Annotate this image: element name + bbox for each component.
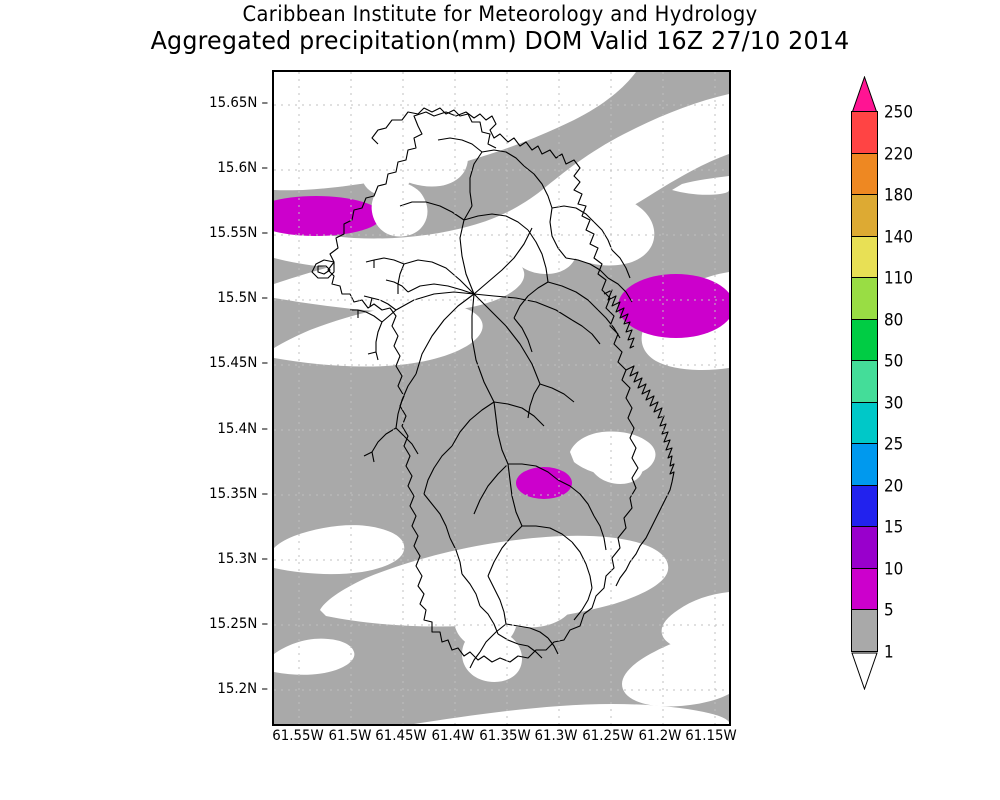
- precipitation-field-svg: [274, 72, 729, 724]
- map-plot-area: [272, 70, 731, 726]
- colorbar-label: 30: [884, 393, 904, 413]
- colorbar-label: 220: [884, 144, 913, 164]
- colorbar-top-arrow: [851, 75, 878, 114]
- y-tick-label: 15.5N –: [217, 290, 268, 307]
- colorbar-label: 50: [884, 351, 904, 371]
- colorbar[interactable]: [851, 111, 878, 652]
- x-tick-label: 61.45W: [375, 728, 427, 744]
- colorbar-segment-30_50: [851, 360, 878, 403]
- y-tick-label: 15.35N –: [208, 485, 268, 502]
- y-tick-label: 15.4N –: [217, 420, 268, 437]
- x-tick-label: 61.2W: [638, 728, 682, 744]
- x-tick-label: 61.4W: [431, 728, 475, 744]
- y-tick-label: 15.55N –: [208, 225, 268, 241]
- band-5-10mm: [274, 196, 729, 499]
- colorbar-label: 25: [884, 434, 904, 454]
- colorbar-segment-25_30: [851, 401, 878, 445]
- colorbar-segment-80_110: [851, 277, 878, 320]
- colorbar-bottom-arrow: [851, 652, 878, 691]
- colorbar-label: 5: [884, 600, 894, 620]
- y-tick-label: 15.65N –: [208, 94, 268, 111]
- precip-blob-east: [618, 274, 729, 338]
- colorbar-label: 180: [884, 185, 913, 205]
- colorbar-segment-1_5: [851, 609, 878, 652]
- colorbar-segment-10_15: [851, 526, 878, 569]
- colorbar-label: 140: [884, 227, 913, 247]
- island-outline-and-watersheds: [311, 107, 675, 669]
- colorbar-segment-180_220: [851, 152, 878, 196]
- precip-blob-west: [274, 196, 382, 236]
- colorbar-label: 250: [884, 102, 913, 122]
- page-title: Aggregated precipitation(mm) DOM Valid 1…: [150, 26, 850, 55]
- colorbar-segment-15_20: [851, 484, 878, 528]
- x-tick-label: 61.3W: [534, 728, 578, 744]
- figure-title-block: Caribbean Institute for Meteorology and …: [0, 2, 1000, 55]
- y-tick-label: 15.6N –: [217, 159, 268, 176]
- colorbar-segment-140_180: [851, 194, 878, 237]
- x-tick-label: 61.55W: [272, 728, 324, 744]
- colorbar-label: 15: [884, 517, 904, 537]
- colorbar-segment-110_140: [851, 235, 878, 279]
- colorbar-label: 1: [884, 642, 894, 662]
- x-tick-label: 61.35W: [478, 728, 531, 744]
- map-gridlines: [274, 72, 729, 724]
- y-tick-label: 15.3N –: [217, 551, 268, 567]
- y-tick-label: 15.2N –: [217, 681, 268, 698]
- institute-title: Caribbean Institute for Meteorology and …: [242, 2, 758, 26]
- island-low-precip-areas: [360, 115, 655, 682]
- y-tick-label: 15.25N –: [208, 616, 268, 633]
- colorbar-label: 110: [884, 268, 913, 288]
- x-tick-label: 61.5W: [328, 728, 371, 744]
- colorbar-segment-5_10: [851, 567, 878, 611]
- x-tick-label: 61.15W: [685, 728, 738, 744]
- y-tick-label: 15.45N –: [208, 355, 268, 372]
- colorbar-segment-220_250: [851, 111, 878, 154]
- colorbar-label: 80: [884, 310, 904, 330]
- precip-blob-interior: [516, 467, 572, 499]
- colorbar-label: 20: [884, 476, 904, 496]
- colorbar-segment-20_25: [851, 443, 878, 486]
- x-tick-label: 61.25W: [582, 728, 634, 744]
- colorbar-label: 10: [884, 559, 904, 579]
- colorbar-segment-50_80: [851, 318, 878, 362]
